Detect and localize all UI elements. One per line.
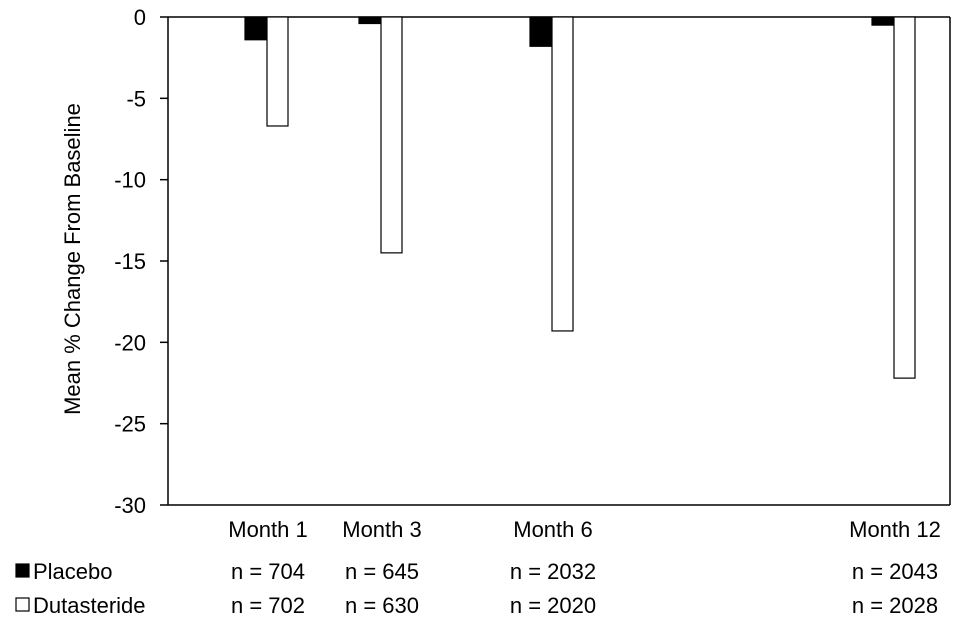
bar-placebo bbox=[529, 16, 552, 47]
legend-swatch-dutasteride bbox=[15, 597, 30, 612]
bar-dutasteride bbox=[266, 16, 289, 127]
sample-size-label: n = 2043 bbox=[852, 559, 938, 584]
y-tick-label: -15 bbox=[114, 249, 146, 274]
y-axis-ticks: 0 -5 -10 -15 -20 -25 -30 bbox=[114, 5, 168, 518]
bar-placebo bbox=[871, 16, 894, 26]
y-tick-label: -25 bbox=[114, 412, 146, 437]
category-label: Month 6 bbox=[513, 517, 593, 542]
category-label: Month 12 bbox=[849, 517, 941, 542]
y-tick-label: 0 bbox=[134, 5, 146, 30]
legend-label-placebo: Placebo bbox=[33, 559, 113, 584]
bar-placebo bbox=[244, 16, 267, 41]
y-tick-label: -5 bbox=[126, 86, 146, 111]
y-tick-label: -30 bbox=[114, 493, 146, 518]
y-tick-label: -10 bbox=[114, 168, 146, 193]
legend-swatch-placebo bbox=[15, 563, 30, 578]
sample-size-label: n = 704 bbox=[231, 559, 305, 584]
sample-size-label: n = 2020 bbox=[510, 593, 596, 618]
y-tick-label: -20 bbox=[114, 330, 146, 355]
bar-dutasteride bbox=[893, 16, 916, 379]
bar-dutasteride bbox=[380, 16, 403, 254]
bar-dutasteride bbox=[551, 16, 574, 332]
sample-size-label: n = 630 bbox=[345, 593, 419, 618]
sample-size-label: n = 2028 bbox=[852, 593, 938, 618]
y-axis-label: Mean % Change From Baseline bbox=[60, 103, 85, 415]
category-labels: Month 1 Month 3 Month 6 Month 12 bbox=[228, 517, 941, 542]
sample-size-label: n = 2032 bbox=[510, 559, 596, 584]
category-label: Month 1 bbox=[228, 517, 308, 542]
sample-size-label: n = 645 bbox=[345, 559, 419, 584]
legend-label-dutasteride: Dutasteride bbox=[33, 593, 146, 618]
bar-placebo bbox=[358, 16, 381, 25]
legend: Placebo Dutasteride bbox=[15, 559, 146, 618]
sample-size-labels: n = 704 n = 645 n = 2032 n = 2043 n = 702 n =… bbox=[231, 559, 938, 618]
category-label: Month 3 bbox=[342, 517, 422, 542]
sample-size-label: n = 702 bbox=[231, 593, 305, 618]
bars bbox=[244, 16, 916, 379]
